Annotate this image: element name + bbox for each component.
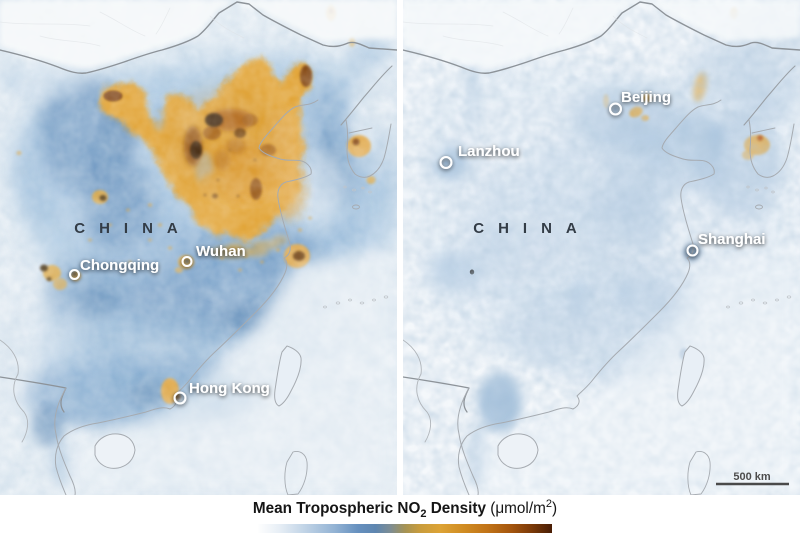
svg-text:Beijing: Beijing	[621, 89, 671, 106]
svg-text:Chongqing: Chongqing	[80, 257, 159, 274]
svg-text:Shanghai: Shanghai	[698, 231, 766, 248]
svg-text:Lanzhou: Lanzhou	[458, 143, 520, 160]
svg-text:500 km: 500 km	[733, 471, 771, 483]
svg-text:Hong Kong: Hong Kong	[189, 380, 270, 397]
svg-text:CHINA: CHINA	[473, 220, 591, 237]
svg-text:Wuhan: Wuhan	[196, 243, 246, 260]
svg-text:CHINA: CHINA	[74, 220, 192, 237]
